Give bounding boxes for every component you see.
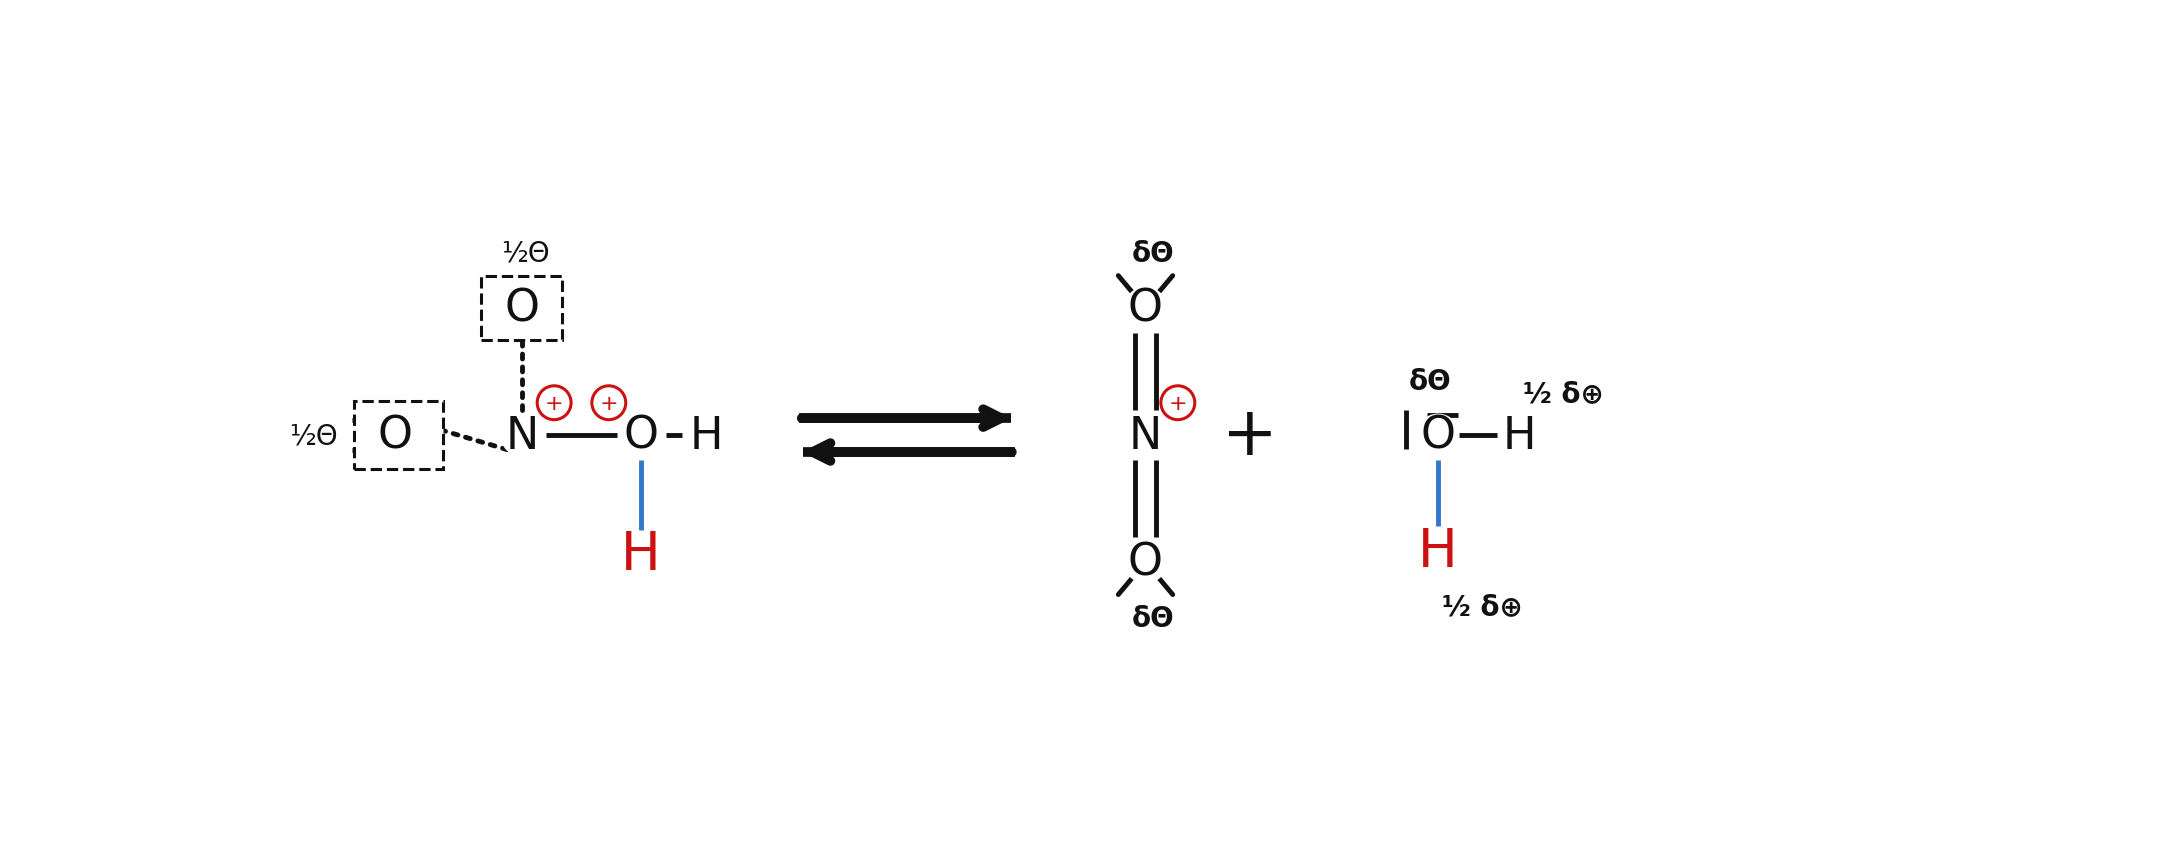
Circle shape xyxy=(687,415,728,456)
Text: O: O xyxy=(624,414,659,457)
Bar xyxy=(482,277,562,340)
Text: ½Θ: ½Θ xyxy=(289,422,339,449)
Text: δΘ: δΘ xyxy=(1132,604,1175,632)
Text: +: + xyxy=(600,393,618,413)
Text: +: + xyxy=(1169,393,1188,413)
Text: ½ δ⊕: ½ δ⊕ xyxy=(1523,380,1605,407)
Text: δΘ: δΘ xyxy=(1132,239,1175,267)
Circle shape xyxy=(1125,288,1166,330)
Text: H: H xyxy=(1419,525,1458,577)
Circle shape xyxy=(1125,415,1166,456)
Text: H: H xyxy=(622,529,661,581)
Circle shape xyxy=(501,415,542,456)
Circle shape xyxy=(620,534,661,575)
Text: +: + xyxy=(1223,403,1277,468)
Text: O: O xyxy=(1128,288,1162,330)
Text: O: O xyxy=(503,288,540,330)
Text: O: O xyxy=(378,414,413,457)
Text: ½Θ: ½Θ xyxy=(501,239,551,267)
Text: ½ δ⊕: ½ δ⊕ xyxy=(1443,592,1523,620)
Text: N: N xyxy=(1130,414,1162,457)
Text: H: H xyxy=(689,414,724,457)
Circle shape xyxy=(1125,542,1166,583)
Bar xyxy=(354,402,443,469)
Text: O: O xyxy=(1421,414,1456,457)
Circle shape xyxy=(374,415,415,456)
Text: N: N xyxy=(505,414,538,457)
Circle shape xyxy=(1417,530,1458,572)
Text: H: H xyxy=(1501,414,1536,457)
Circle shape xyxy=(1417,415,1458,456)
Text: δΘ: δΘ xyxy=(1408,368,1452,396)
Text: +: + xyxy=(544,393,564,413)
Circle shape xyxy=(501,288,542,330)
Text: O: O xyxy=(1128,541,1162,584)
Circle shape xyxy=(1499,415,1540,456)
Circle shape xyxy=(620,415,661,456)
